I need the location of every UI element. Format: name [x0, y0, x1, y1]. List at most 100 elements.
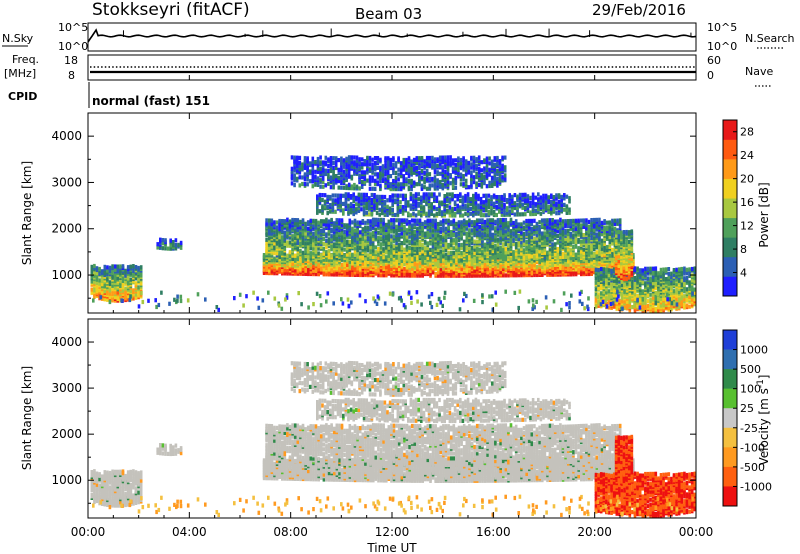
power-cell [488, 257, 492, 262]
power-cell [410, 257, 414, 262]
power-cell [377, 266, 380, 271]
power-cell [356, 266, 359, 271]
power-cell [314, 267, 318, 272]
power-cell [349, 202, 353, 207]
power-cell [358, 220, 362, 225]
power-cell [413, 218, 417, 223]
power-cell [439, 234, 443, 239]
power-cell [567, 262, 570, 267]
power-cell [172, 240, 175, 245]
power-cell [465, 231, 469, 236]
power-cell [553, 242, 557, 247]
power-cell [429, 247, 432, 252]
power-cell [468, 218, 471, 223]
power-cell [512, 250, 515, 255]
power-cell [352, 192, 355, 197]
power-cell [306, 220, 310, 225]
power-cell [374, 245, 378, 250]
power-cell [265, 264, 268, 269]
power-cell [517, 248, 521, 253]
power-cell [459, 205, 462, 210]
power-cell [509, 217, 513, 222]
power-cell [121, 264, 125, 269]
power-cell [338, 253, 341, 258]
power-cell [447, 218, 450, 223]
power-cell [465, 220, 469, 225]
power-cell [386, 204, 389, 209]
power-cell [452, 273, 456, 278]
power-cell [339, 193, 342, 198]
power-cell [132, 288, 135, 293]
power-cell [331, 198, 335, 203]
power-cell [156, 242, 159, 247]
power-cell [522, 232, 526, 237]
power-cell [361, 219, 365, 224]
power-cell [360, 207, 363, 212]
power-cell [409, 213, 413, 218]
power-cell [608, 253, 612, 258]
power-cell [283, 230, 287, 235]
power-cell [124, 296, 127, 301]
power-cell [400, 218, 404, 223]
power-cell [397, 242, 401, 247]
power-cell [474, 192, 478, 197]
power-cell [566, 228, 570, 233]
power-cell [306, 226, 310, 231]
power-cell [361, 261, 365, 266]
power-cell [525, 266, 528, 271]
power-cell [349, 194, 353, 199]
power-echo-cells [90, 155, 697, 313]
power-cell [322, 267, 326, 272]
power-cell [551, 266, 554, 271]
power-cell [273, 220, 276, 225]
power-cell [543, 218, 547, 223]
nsky-label: N.Sky [2, 32, 34, 45]
power-cell [470, 260, 474, 265]
power-cell [448, 197, 452, 202]
power-cell [384, 222, 388, 227]
power-cell [100, 296, 104, 301]
power-cell [312, 218, 315, 223]
power-cell [95, 280, 99, 285]
power-cell [161, 241, 165, 246]
power-cell [569, 218, 573, 224]
power-cell [338, 218, 341, 223]
power-cell [408, 245, 411, 251]
power-cell [400, 241, 404, 246]
power-cell [344, 192, 348, 197]
power-cell [512, 220, 515, 226]
power-cell [103, 264, 107, 269]
power-cell [161, 246, 165, 251]
power-cell [351, 220, 354, 225]
power-cell [275, 225, 279, 230]
power-cell [288, 250, 292, 255]
power-cell [327, 219, 331, 224]
power-cell [394, 212, 397, 218]
power-cell [126, 269, 130, 275]
power-cell [335, 256, 339, 261]
power-cell [488, 218, 492, 223]
power-cell [548, 218, 552, 223]
power-cell [121, 282, 125, 287]
power-cell [293, 253, 297, 258]
nsearch-tick-low: 10^0 [707, 40, 737, 53]
power-cell [414, 213, 418, 218]
power-cell [338, 266, 341, 271]
power-cell [412, 211, 415, 216]
power-cell [95, 287, 99, 292]
power-cell [479, 196, 483, 202]
power-cell [431, 218, 435, 223]
power-cell [342, 208, 345, 213]
freq-unit-label: [MHz] [4, 67, 36, 80]
power-cell [569, 231, 573, 237]
power-cell [116, 264, 120, 269]
power-cell [336, 193, 340, 198]
power-cell [590, 218, 593, 223]
power-cell [577, 268, 580, 274]
power-cell [375, 194, 379, 199]
power-cell [312, 263, 315, 269]
power-cell [374, 227, 378, 232]
power-cell [124, 268, 127, 273]
power-cell [574, 218, 578, 223]
power-cell [611, 253, 614, 258]
